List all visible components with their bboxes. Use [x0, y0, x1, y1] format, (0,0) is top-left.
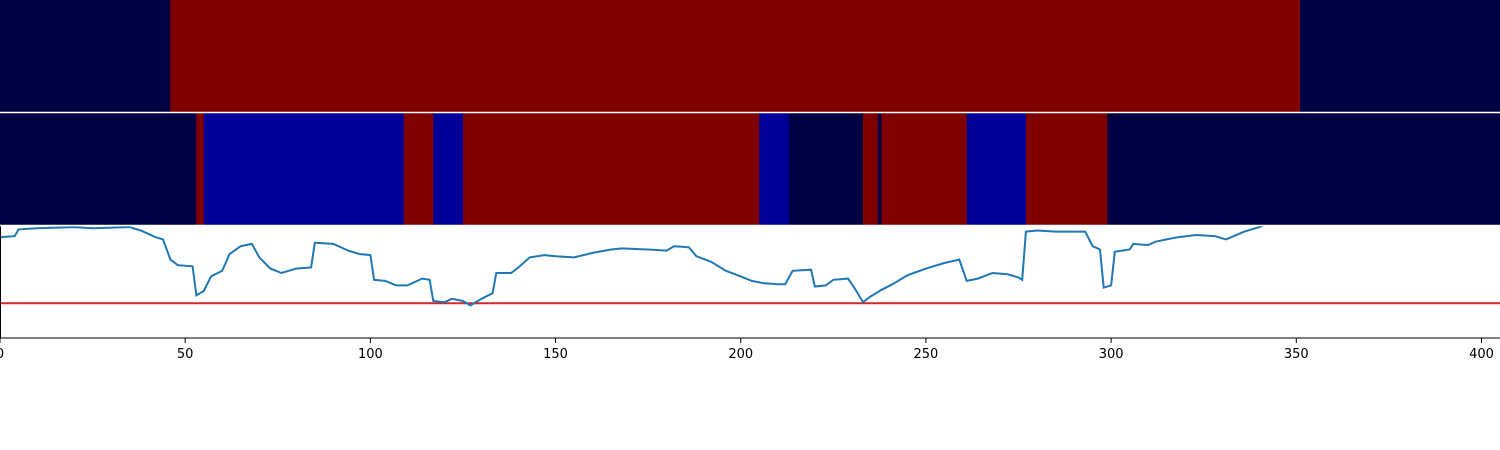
heatmap-segment — [759, 113, 790, 225]
heatmap-segment — [403, 113, 434, 225]
x-axis: 0 50 100 150 200 250 300 350 400 — [0, 338, 1494, 362]
heatmap-segment — [0, 0, 171, 112]
x-tick-label: 150 — [543, 347, 568, 362]
line-plot-background — [0, 226, 1500, 338]
heatmap-segment — [462, 113, 760, 225]
heatmap-segment — [433, 113, 464, 225]
line-plot-panel — [0, 226, 1500, 339]
heatmap-segment — [196, 113, 205, 225]
heatmap-segment — [877, 113, 882, 225]
series-line — [0, 226, 1265, 307]
heatmap-segment — [0, 113, 197, 225]
x-tick-label: 250 — [914, 347, 939, 362]
x-tick-label: 300 — [1099, 347, 1124, 362]
top-heatmap-band — [0, 0, 1500, 112]
heatmap-segment — [881, 113, 968, 225]
middle-heatmap-band — [0, 113, 1500, 225]
x-tick-label: 350 — [1284, 347, 1309, 362]
heatmap-segment — [862, 113, 879, 225]
x-tick-label: 50 — [177, 347, 194, 362]
x-tick-label: 0 — [0, 347, 4, 362]
heatmap-segment — [1107, 113, 1500, 225]
x-tick-label: 400 — [1469, 347, 1494, 362]
heatmap-segment — [788, 113, 864, 225]
heatmap-segment — [170, 0, 1301, 112]
heatmap-segment — [1300, 0, 1500, 112]
x-tick-label: 100 — [358, 347, 383, 362]
heatmap-segment — [966, 113, 1027, 225]
heatmap-segment — [203, 113, 405, 225]
x-tick-label: 200 — [728, 347, 753, 362]
heatmap-segment — [1025, 113, 1108, 225]
